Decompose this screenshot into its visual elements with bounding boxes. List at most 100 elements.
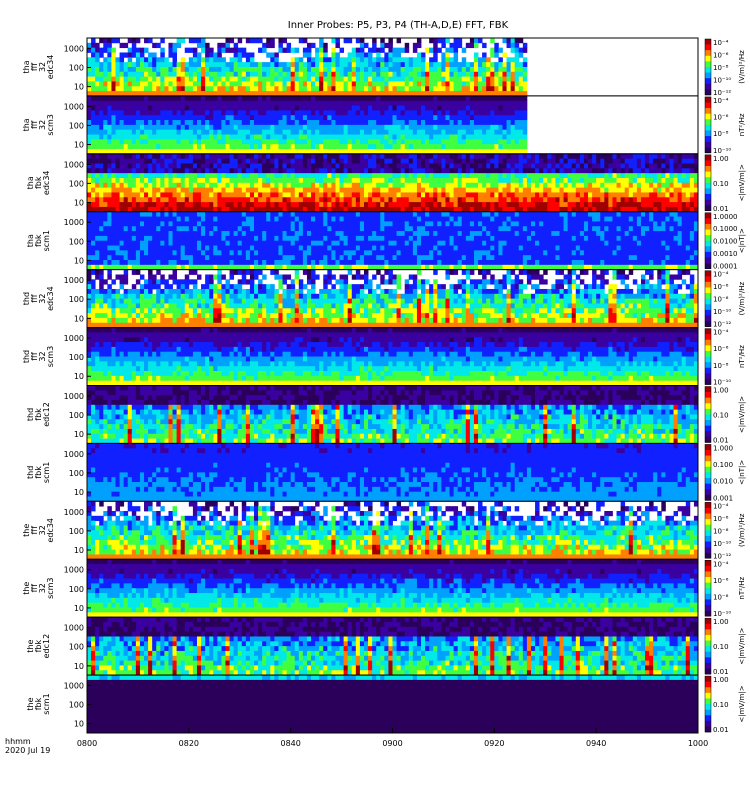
spectrogram-cell bbox=[201, 42, 206, 49]
spectrogram-cell bbox=[368, 86, 373, 92]
spectrogram-cell bbox=[164, 240, 169, 246]
spectrogram-cell bbox=[498, 163, 503, 169]
spectrogram-cell bbox=[368, 71, 373, 78]
spectrogram-cell bbox=[156, 149, 161, 155]
spectrogram-cell bbox=[213, 216, 218, 222]
spectrogram-cell bbox=[677, 153, 683, 160]
spectrogram-cell bbox=[196, 52, 202, 58]
spectrogram-cell bbox=[506, 110, 512, 116]
spectrogram-cell bbox=[302, 173, 308, 179]
spectrogram-cell bbox=[416, 182, 422, 189]
spectrogram-cell bbox=[270, 144, 275, 150]
spectrogram-cell bbox=[494, 139, 499, 145]
spectrogram-cell bbox=[506, 120, 512, 126]
spectrogram-cell bbox=[425, 76, 430, 82]
spectrogram-cell bbox=[115, 76, 120, 82]
spectrogram-cell bbox=[347, 71, 353, 78]
spectrogram-cell bbox=[274, 264, 279, 271]
spectrogram-cell bbox=[266, 149, 271, 155]
spectrogram-cell bbox=[482, 192, 487, 198]
spectrogram-cell bbox=[221, 57, 226, 63]
spectrogram-cell bbox=[282, 86, 287, 92]
spectrogram-cell bbox=[331, 192, 336, 198]
spectrogram-cell bbox=[506, 139, 512, 145]
spectrogram-cell bbox=[636, 182, 642, 189]
spectrogram-cell bbox=[302, 144, 308, 150]
spectrogram-cell bbox=[91, 42, 96, 49]
spectrogram-cell bbox=[258, 260, 263, 266]
spectrogram-cell bbox=[323, 226, 328, 232]
spectrogram-cell bbox=[400, 81, 406, 87]
spectrogram-cell bbox=[604, 168, 609, 174]
spectrogram-cell bbox=[156, 139, 161, 145]
spectrogram-cell bbox=[681, 192, 687, 198]
spectrogram-cell bbox=[164, 206, 169, 213]
spectrogram-cell bbox=[262, 250, 267, 256]
spectrogram-cell bbox=[209, 187, 214, 193]
spectrogram-cell bbox=[453, 158, 459, 164]
spectrogram-cell bbox=[160, 62, 165, 68]
spectrogram-cell bbox=[245, 76, 251, 82]
spectrogram-cell bbox=[144, 120, 149, 126]
spectrogram-cell bbox=[445, 62, 450, 68]
panel-ylabel: tha fff 32 scm3 bbox=[22, 114, 55, 135]
spectrogram-cell bbox=[164, 134, 169, 140]
spectrogram-cell bbox=[404, 206, 410, 213]
spectrogram-cell bbox=[461, 168, 467, 174]
spectrogram-cell bbox=[665, 206, 670, 213]
spectrogram-cell bbox=[400, 110, 406, 116]
spectrogram-cell bbox=[127, 95, 133, 102]
spectrogram-cell bbox=[425, 168, 430, 174]
spectrogram-cell bbox=[408, 115, 414, 121]
spectrogram-cell bbox=[445, 124, 450, 131]
spectrogram-cell bbox=[278, 264, 283, 271]
spectrogram-cell bbox=[282, 134, 287, 140]
spectrogram-cell bbox=[363, 197, 369, 203]
spectrogram-cell bbox=[363, 139, 369, 145]
spectrogram-cell bbox=[632, 158, 638, 164]
spectrogram-cell bbox=[327, 177, 332, 184]
spectrogram-cell bbox=[327, 81, 332, 87]
spectrogram-cell bbox=[327, 134, 332, 140]
spectrogram-cell bbox=[278, 105, 283, 111]
spectrogram-cell bbox=[229, 91, 235, 97]
spectrogram-cell bbox=[249, 95, 255, 102]
spectrogram-cell bbox=[372, 129, 377, 135]
spectrogram-cell bbox=[254, 250, 259, 256]
spectrogram-cell bbox=[148, 105, 153, 111]
spectrogram-cell bbox=[131, 202, 137, 208]
spectrogram-cell bbox=[315, 100, 320, 106]
spectrogram-cell bbox=[404, 62, 410, 68]
spectrogram-cell bbox=[290, 255, 296, 261]
spectrogram-cell bbox=[510, 91, 516, 97]
spectrogram-cell bbox=[351, 153, 357, 160]
spectrogram-cell bbox=[156, 115, 161, 121]
spectrogram-cell bbox=[412, 57, 418, 63]
spectrogram-cell bbox=[172, 129, 178, 135]
spectrogram-cell bbox=[201, 134, 206, 140]
spectrogram-cell bbox=[241, 134, 247, 140]
spectrogram-cell bbox=[87, 153, 92, 160]
spectrogram-cell bbox=[412, 81, 418, 87]
spectrogram-cell bbox=[306, 120, 312, 126]
spectrogram-cell bbox=[437, 134, 442, 140]
spectrogram-cell bbox=[359, 163, 365, 169]
spectrogram-cell bbox=[490, 71, 495, 78]
spectrogram-cell bbox=[302, 124, 308, 131]
spectrogram-cell bbox=[620, 158, 626, 164]
spectrogram-cell bbox=[331, 163, 336, 169]
spectrogram-cell bbox=[156, 76, 161, 82]
spectrogram-cell bbox=[160, 52, 165, 58]
spectrogram-cell bbox=[306, 153, 312, 160]
spectrogram-cell bbox=[176, 124, 182, 131]
spectrogram-cell bbox=[176, 115, 182, 121]
spectrogram-cell bbox=[514, 153, 520, 160]
spectrogram-cell bbox=[278, 129, 283, 135]
spectrogram-cell bbox=[135, 120, 141, 126]
spectrogram-cell bbox=[461, 173, 467, 179]
spectrogram-cell bbox=[490, 95, 495, 102]
spectrogram-cell bbox=[160, 134, 165, 140]
spectrogram-cell bbox=[363, 124, 369, 131]
spectrogram-cell bbox=[95, 182, 100, 189]
spectrogram-cell bbox=[453, 139, 459, 145]
